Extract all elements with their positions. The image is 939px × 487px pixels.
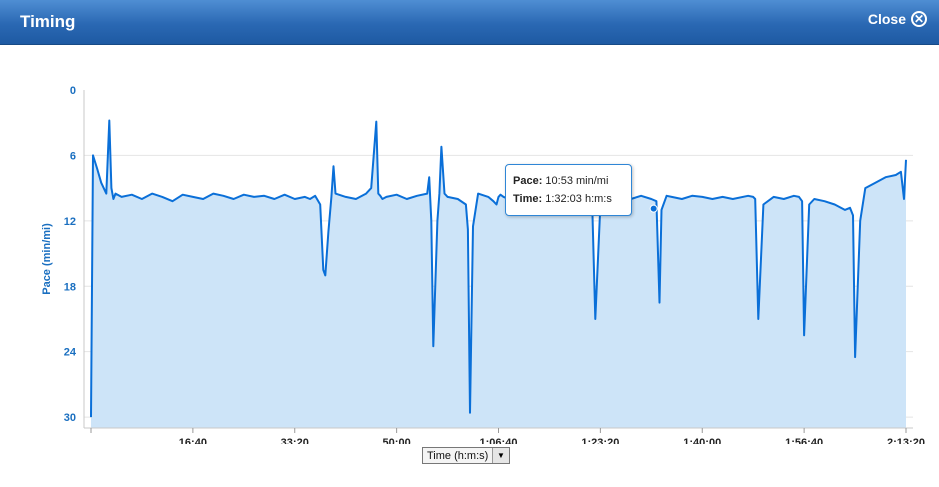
- x-axis-select-value: Time (h:m:s): [427, 449, 489, 462]
- close-icon[interactable]: ✕: [911, 11, 927, 27]
- y-tick-label: 24: [64, 347, 77, 359]
- x-tick-label: 50:00: [383, 437, 411, 444]
- x-tick-label: 1:40:00: [683, 437, 721, 444]
- tooltip-pace-label: Pace:: [513, 175, 543, 187]
- y-tick-label: 12: [64, 216, 76, 228]
- x-tick-label: 16:40: [179, 437, 207, 444]
- pace-line: [90, 119, 907, 418]
- tooltip-time-label: Time:: [513, 193, 543, 205]
- y-axis-label: Pace (min/mi): [41, 223, 53, 295]
- close-label: Close: [867, 11, 906, 27]
- x-axis-select[interactable]: Time (h:m:s) ▼: [422, 447, 510, 464]
- chevron-down-icon[interactable]: ▼: [492, 448, 509, 463]
- tooltip-pace-value: 10:53 min/mi: [545, 175, 609, 187]
- window-title: Timing: [20, 12, 76, 31]
- tooltip-time-value: 1:32:03 h:m:s: [545, 193, 612, 205]
- x-tick-label: 1:23:20: [581, 437, 619, 444]
- y-tick-label: 30: [64, 412, 76, 424]
- y-tick-label: 0: [70, 85, 76, 97]
- x-tick-label: 2:13:20: [887, 437, 925, 444]
- y-tick-label: 18: [64, 281, 76, 293]
- x-tick-label: 33:20: [281, 437, 309, 444]
- window-header: Timing Close ✕: [0, 0, 939, 45]
- chart-tooltip: Pace: 10:53 min/mi Time: 1:32:03 h:m:s: [505, 164, 632, 216]
- y-tick-label: 6: [70, 150, 76, 162]
- close-button[interactable]: Close ✕: [868, 11, 927, 27]
- pace-chart: 0 6 12 18 24 30 16:40 33:20 50:00 1:06:40 1:23:20 1…: [41, 85, 925, 444]
- x-tick-label: 1:06:40: [480, 437, 518, 444]
- hover-marker: [649, 204, 658, 213]
- x-tick-label: 1:56:40: [785, 437, 823, 444]
